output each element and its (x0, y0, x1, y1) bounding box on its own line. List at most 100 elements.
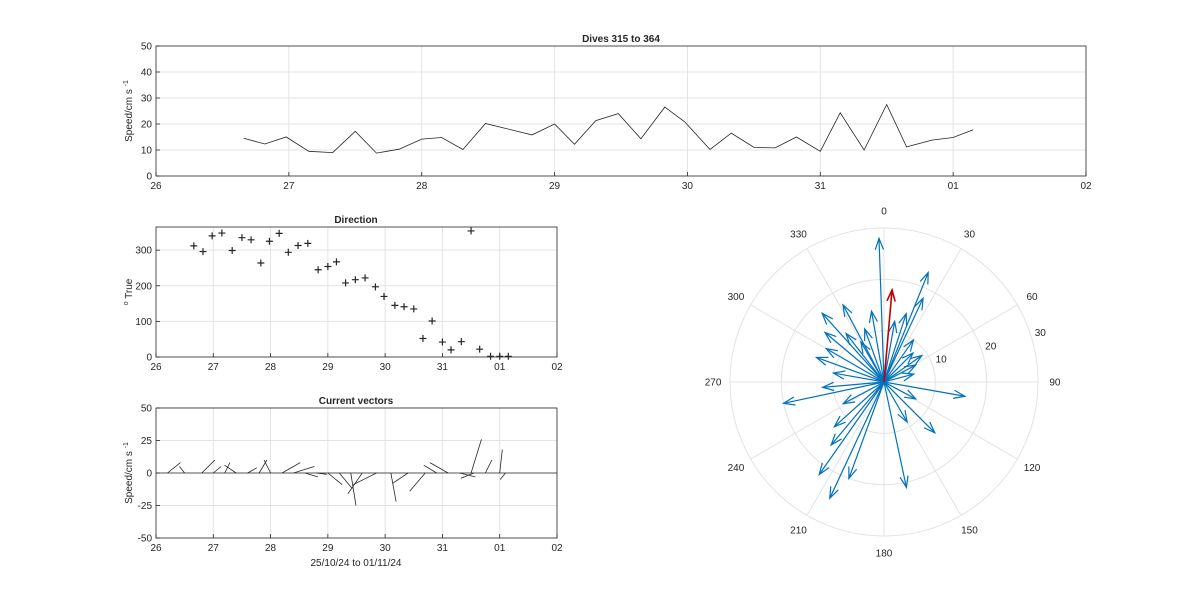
direction-x-tick-label: 30 (380, 362, 392, 373)
vectors-x-tick-label: 28 (265, 543, 277, 554)
speed-x-tick-label: 30 (682, 181, 694, 192)
vectors-x-tick-label: 27 (208, 543, 220, 554)
direction-point (332, 258, 340, 266)
polar-theta-label: 240 (728, 463, 745, 474)
direction-point (304, 239, 312, 247)
direction-point (247, 236, 255, 244)
direction-point (351, 276, 359, 284)
polar-vector-arrow-shaft (883, 373, 914, 383)
polar-vector-arrow-head (821, 312, 834, 325)
polar-mean-arrow-shaft (883, 289, 893, 383)
speed-y-tick-label: 10 (141, 146, 153, 157)
speed-y-tick-label: 20 (141, 120, 153, 131)
current-vector (392, 472, 409, 484)
polar-vector-arrow-head (901, 372, 916, 382)
polar-vector-arrow-head (841, 394, 856, 405)
polar-vector-arrow-shaft (883, 321, 896, 383)
direction-point (275, 229, 283, 237)
polar-theta-label: 120 (1024, 463, 1041, 474)
polar-grid-spoke (883, 248, 962, 383)
polar-vector-arrow-head (848, 466, 858, 481)
polar-theta-label: 90 (1049, 378, 1061, 389)
speed-x-tick-label: 26 (150, 181, 162, 192)
speed-y-axis-label: Speed/cm s -1 (123, 80, 135, 142)
current-vector (213, 466, 222, 474)
direction-point (265, 237, 273, 245)
polar-vector-arrow-head (952, 389, 967, 399)
polar-vector-arrow-shaft (829, 381, 885, 499)
direction-y-tick-label: 100 (135, 317, 152, 328)
vectors-y-tick-label: -25 (138, 501, 153, 512)
polar-vector-arrow-shaft (783, 381, 885, 404)
current-vector (281, 462, 301, 474)
polar-vector-arrow-shaft (821, 312, 885, 383)
current-vector (316, 472, 327, 475)
direction-point (428, 317, 436, 325)
polar-vector-arrow-head (814, 356, 829, 366)
polar-r-label: 10 (936, 355, 948, 366)
speed-x-tick-label: 01 (948, 181, 960, 192)
polar-vector-arrow-shaft (883, 381, 965, 397)
current-vector (224, 462, 231, 474)
polar-vector-arrow-shaft (818, 381, 885, 475)
polar-vector-arrow-shaft (883, 298, 924, 383)
direction-point (447, 346, 455, 354)
polar-vector-arrow-head (829, 486, 839, 500)
polar-vector-arrow-head (824, 347, 839, 359)
polar-vector-arrow-head (903, 364, 918, 375)
direction-point (391, 301, 399, 309)
current-vector (293, 466, 315, 474)
current-vector (460, 472, 475, 479)
polar-grid-spoke (806, 381, 885, 516)
polar-vector-arrow-head (818, 462, 830, 476)
direction-point (257, 259, 265, 267)
polar-mean-arrow-head (886, 287, 896, 302)
direction-scatter-panel: Direction 26 27 28 29 30 31 01 02 0 100 200 300 o Tr… (123, 215, 563, 373)
polar-vector-arrow-shaft (883, 339, 914, 383)
current-vector (409, 472, 426, 492)
polar-vector-arrow-head (860, 340, 871, 354)
polar-theta-label: 330 (790, 229, 807, 240)
vectors-x-tick-label: 01 (494, 543, 506, 554)
vectors-x-tick-label: 29 (322, 543, 334, 554)
polar-vector-arrow-head (864, 327, 873, 341)
polar-grid-spoke (883, 304, 1018, 383)
speed-x-tick-label: 31 (815, 181, 827, 192)
current-vector (201, 459, 216, 474)
direction-point (438, 338, 446, 346)
direction-x-tick-label: 31 (437, 362, 449, 373)
vectors-x-tick-label: 31 (437, 543, 449, 554)
direction-point (380, 292, 388, 300)
polar-vector-arrow-head (830, 433, 842, 447)
polar-vector-arrow-head (823, 331, 837, 344)
speed-x-tick-label: 02 (1080, 181, 1092, 192)
speed-time-series-panel: Dives 315 to 364 26 27 28 29 30 31 01 02 0 10 20 30… (123, 34, 1092, 192)
polar-vector-arrow-head (781, 396, 796, 406)
direction-point (324, 263, 332, 271)
vectors-chart-title: Current vectors (319, 396, 394, 407)
current-vector (470, 439, 482, 474)
direction-point (457, 338, 465, 346)
polar-vector-arrow-head (831, 370, 846, 380)
direction-x-tick-label: 01 (494, 362, 506, 373)
polar-vector-arrow-shaft (834, 381, 885, 428)
polar-vector-arrow-head (868, 309, 879, 324)
polar-theta-label: 30 (964, 229, 976, 240)
direction-point (361, 274, 369, 282)
direction-x-tick-label: 26 (150, 362, 162, 373)
polar-theta-label: 0 (881, 207, 887, 218)
polar-vector-arrow-head (833, 415, 846, 428)
direction-x-tick-label: 27 (208, 362, 220, 373)
direction-x-tick-label: 02 (551, 362, 563, 373)
current-vector (423, 464, 437, 474)
speed-y-tick-label: 30 (141, 94, 153, 105)
polar-vector-arrow-shaft (878, 238, 885, 383)
speed-y-tick-label: 50 (141, 42, 153, 53)
direction-point (228, 247, 236, 255)
current-vector (485, 459, 493, 474)
direction-x-tick-label: 28 (265, 362, 277, 373)
direction-chart-title: Direction (334, 215, 377, 226)
direction-point (476, 345, 484, 353)
direction-y-tick-label: 200 (135, 281, 152, 292)
